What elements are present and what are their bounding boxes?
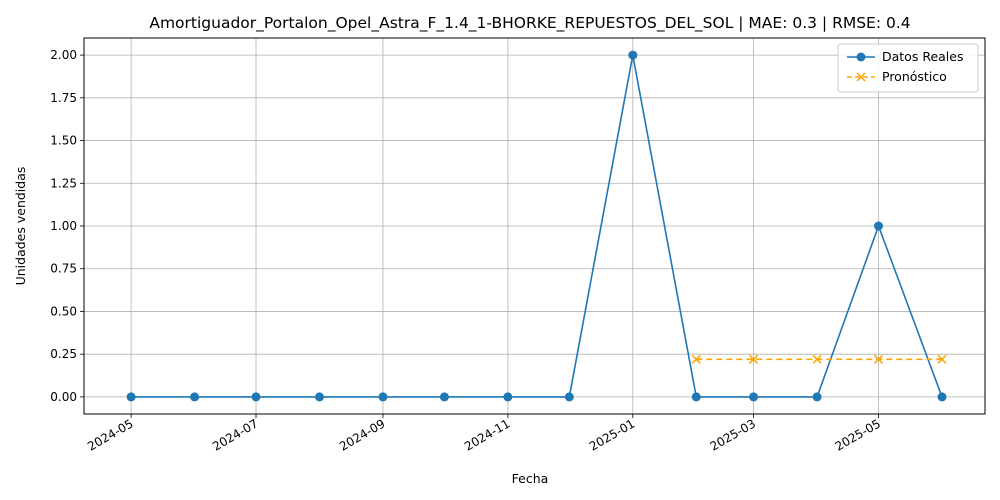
x-tick-label: 2025-03 — [708, 416, 758, 453]
data-point — [749, 392, 759, 402]
grid — [84, 38, 985, 414]
y-tick-label: 0.75 — [50, 262, 77, 276]
data-point — [439, 392, 449, 402]
data-point — [190, 392, 200, 402]
data-point — [937, 392, 947, 402]
x-tick-label: 2024-11 — [462, 416, 512, 453]
x-tick-label: 2024-07 — [210, 416, 260, 453]
x-axis-label: Fecha — [512, 471, 549, 486]
x-tick-label: 2024-05 — [85, 416, 135, 453]
axis-ticks: 2024-05 2024-07 2024-09 2024-11 2025-01 2025-… — [50, 48, 883, 454]
data-point — [628, 50, 638, 60]
y-tick-label: 1.75 — [50, 91, 77, 105]
legend-marker-pronostico — [856, 72, 866, 82]
data-point — [812, 392, 822, 402]
y-tick-label: 0.00 — [50, 390, 77, 404]
y-tick-label: 1.00 — [50, 219, 77, 233]
data-point — [314, 392, 324, 402]
legend-label-datos-reales: Datos Reales — [882, 49, 963, 64]
data-point — [503, 392, 513, 402]
x-tick-label: 2024-09 — [337, 416, 387, 453]
forecast-point — [749, 354, 759, 364]
y-tick-label: 2.00 — [50, 48, 77, 62]
series-layer — [126, 50, 947, 402]
legend-frame — [837, 43, 979, 93]
data-point — [126, 392, 136, 402]
forecast-point — [812, 354, 822, 364]
forecast-point — [691, 354, 701, 364]
data-point — [378, 392, 388, 402]
data-point — [874, 221, 884, 231]
x-tick-label: 2025-01 — [587, 416, 637, 453]
y-axis-label: Unidades vendidas — [13, 167, 28, 286]
forecast-point — [873, 354, 884, 364]
y-tick-label: 1.25 — [50, 176, 77, 190]
y-tick-label: 0.50 — [50, 304, 77, 318]
data-point — [691, 392, 701, 402]
data-point — [251, 392, 261, 402]
chart-title: Amortiguador_Portalon_Opel_Astra_F_1.4_1… — [149, 14, 910, 33]
series-line-0 — [131, 54, 943, 398]
x-tick-label: 2025-05 — [833, 416, 883, 453]
data-point — [564, 392, 574, 402]
y-tick-label: 0.25 — [50, 347, 77, 361]
y-tick-label: 1.50 — [50, 134, 77, 148]
legend-marker-datos-reales — [856, 52, 866, 62]
legend-label-pronostico: Pronóstico — [882, 69, 947, 84]
legend: Datos Reales Pronóstico — [837, 43, 979, 93]
forecast-point — [937, 354, 947, 364]
